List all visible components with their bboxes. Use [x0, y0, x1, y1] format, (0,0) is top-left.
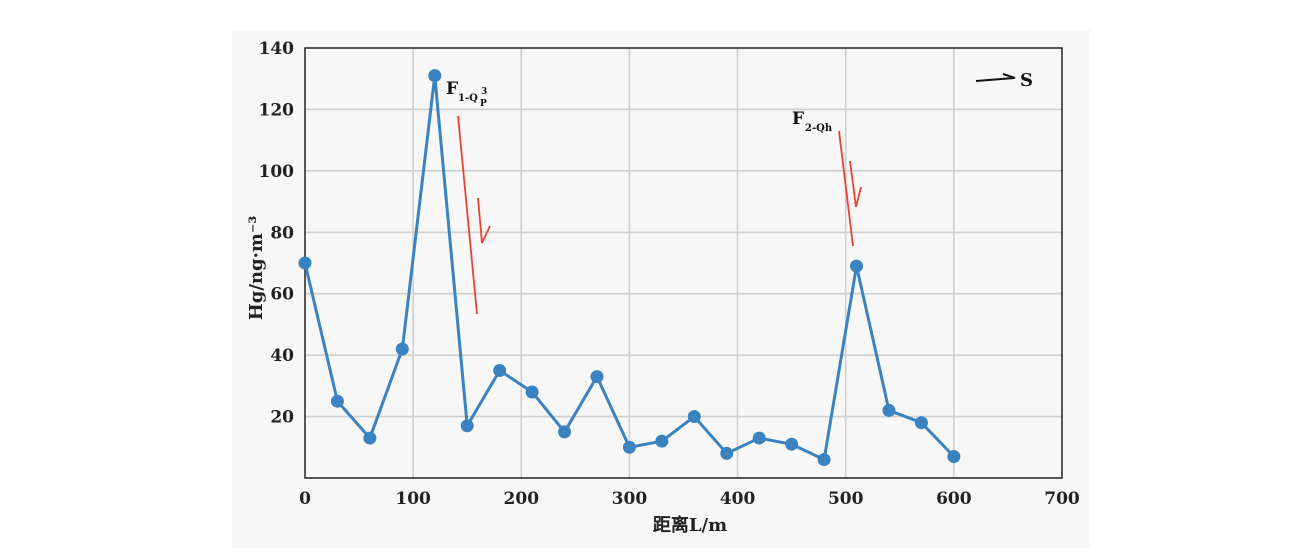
- x-tick-label: 100: [395, 489, 431, 509]
- svg-text:P: P: [480, 99, 487, 109]
- data-point: [558, 425, 572, 439]
- data-point: [850, 259, 864, 273]
- data-point: [785, 437, 799, 451]
- fault-line-1: [481, 225, 491, 244]
- x-tick-label: 400: [720, 489, 756, 509]
- direction-arrow-icon: [975, 77, 1015, 82]
- plot-panel: [232, 30, 1090, 548]
- data-point: [363, 431, 377, 445]
- data-point: [655, 434, 669, 448]
- direction-label: S: [1020, 70, 1033, 91]
- x-tick-label: 500: [828, 489, 864, 509]
- fault-label-f2: F 2-Qh: [792, 109, 833, 134]
- data-point: [395, 342, 409, 356]
- x-tick-label: 300: [612, 489, 648, 509]
- fault-line-1: [457, 115, 478, 315]
- y-tick-label: 80: [270, 223, 294, 243]
- svg-text:3: 3: [481, 87, 487, 97]
- y-tick-label: 120: [259, 100, 295, 120]
- data-point: [460, 419, 474, 433]
- fault-line-1: [477, 197, 483, 244]
- tick-labels: 0 100 200 300 400 500 600 700 20 40 60 80 100 120 140: [259, 39, 1080, 509]
- y-axis-title: Hg/ng·m⁻³: [246, 216, 267, 321]
- data-point: [298, 256, 312, 270]
- data-point: [752, 431, 766, 445]
- y-tick-label: 20: [270, 408, 294, 428]
- plot-frame: [304, 47, 1063, 479]
- svg-text:2-Qh: 2-Qh: [805, 123, 833, 134]
- data-point: [687, 410, 701, 424]
- data-point: [947, 450, 961, 463]
- x-tick-label: 200: [504, 489, 540, 509]
- data-point: [590, 370, 604, 384]
- data-point: [817, 453, 831, 467]
- y-tick-label: 140: [259, 39, 295, 59]
- svg-text:1-Q: 1-Q: [458, 93, 478, 104]
- data-point: [525, 385, 539, 399]
- fault-line-2: [838, 130, 854, 247]
- data-point: [914, 416, 928, 430]
- direction-indicator: S: [975, 70, 1033, 91]
- x-tick-label: 600: [936, 489, 972, 509]
- data-point: [622, 440, 636, 454]
- svg-text:F: F: [792, 109, 804, 129]
- data-point: [330, 394, 344, 408]
- series: [298, 69, 961, 467]
- x-axis-title: 距离L/m: [653, 514, 727, 536]
- y-tick-label: 100: [259, 162, 295, 182]
- fault-label-f1: F 1-Q 3 P: [446, 79, 487, 109]
- x-tick-label: 700: [1044, 489, 1080, 509]
- data-point: [428, 69, 442, 83]
- data-point: [720, 446, 734, 460]
- grid: [305, 48, 1062, 478]
- fault-line-2: [849, 160, 857, 208]
- fault-line-2: [855, 186, 862, 208]
- data-point: [493, 364, 507, 377]
- x-tick-label: 0: [299, 489, 311, 509]
- svg-text:F: F: [446, 79, 458, 99]
- y-tick-label: 40: [270, 346, 294, 366]
- data-point: [882, 403, 896, 417]
- y-tick-label: 60: [270, 285, 294, 305]
- fault-markers: [457, 115, 862, 315]
